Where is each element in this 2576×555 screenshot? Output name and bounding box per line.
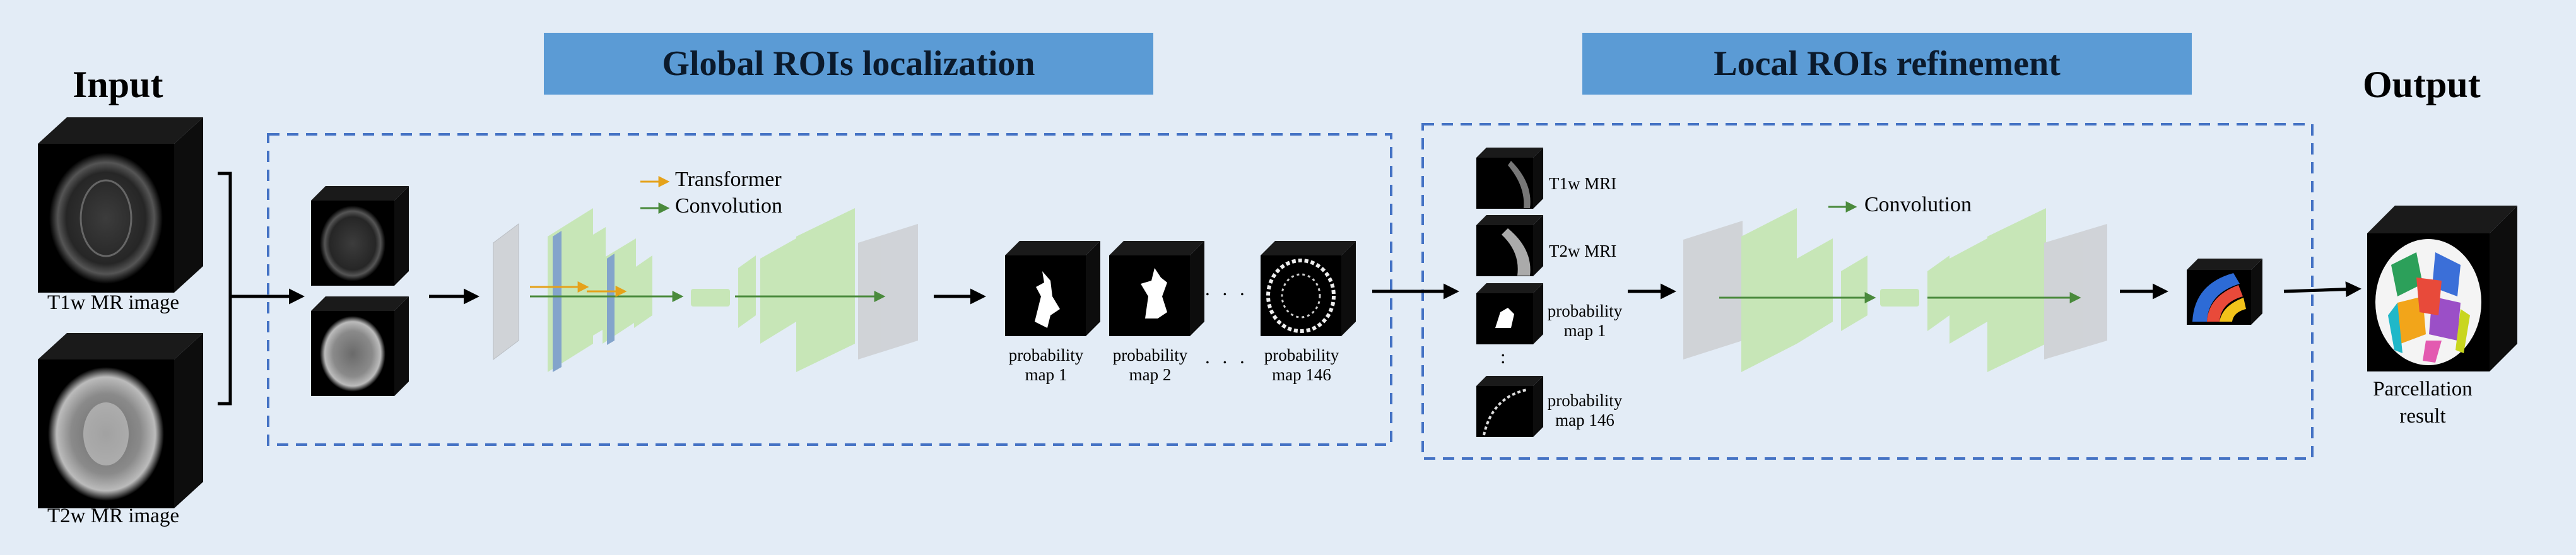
t2w-caption: T2w MR image [47, 505, 179, 527]
local-t2w-label: T2w MRI [1549, 242, 1617, 260]
legend-transformer-label: Transformer [675, 168, 782, 191]
local-banner: Local ROIs refinement [1582, 33, 2192, 95]
legend-convolution-label: Convolution [675, 194, 783, 218]
probability-map-cube-2 [1109, 241, 1204, 336]
local-input-cube-map146 [1476, 376, 1543, 437]
global-input-cube-t1w [311, 186, 409, 286]
global-network-arrows [530, 281, 886, 302]
local-output-cube [2187, 259, 2262, 325]
input-cube-t1w [38, 117, 203, 293]
global-input-cube-t2w [311, 296, 409, 396]
global-module-frame [267, 133, 1392, 446]
output-cube [2367, 206, 2517, 371]
ellipsis-top: . . . [1205, 278, 1249, 300]
probability-map-146-caption: probability map 146 [1264, 346, 1339, 385]
probability-map-cube-146 [1261, 241, 1356, 336]
local-vertical-ellipsis: : [1500, 346, 1506, 368]
ellipsis-bottom: . . . [1205, 346, 1249, 368]
local-map1-label: probability map 1 [1547, 301, 1623, 341]
input-bracket [218, 172, 232, 406]
arrow-to-output [2283, 281, 2361, 298]
output-heading: Output [2363, 64, 2481, 105]
local-input-cube-t1w [1476, 148, 1543, 209]
local-input-cube-map1 [1476, 283, 1543, 344]
input-heading: Input [73, 64, 163, 105]
probability-map-1-caption: probability map 1 [1008, 346, 1084, 385]
probability-map-2-caption: probability map 2 [1112, 346, 1188, 385]
global-banner: Global ROIs localization [544, 33, 1153, 95]
local-network [1683, 208, 2107, 372]
brain-t1w-image [49, 153, 163, 284]
output-caption: Parcellation result [2373, 378, 2473, 428]
local-input-cube-t2w [1476, 215, 1543, 276]
probability-map-cube-1 [1005, 241, 1100, 336]
global-network [493, 208, 918, 372]
local-map146-label: probability map 146 [1547, 391, 1623, 430]
local-t1w-label: T1w MRI [1549, 174, 1617, 193]
t1w-caption: T1w MR image [47, 291, 179, 314]
local-legend-convolution-label: Convolution [1864, 193, 1972, 216]
input-cube-t2w [38, 333, 203, 508]
